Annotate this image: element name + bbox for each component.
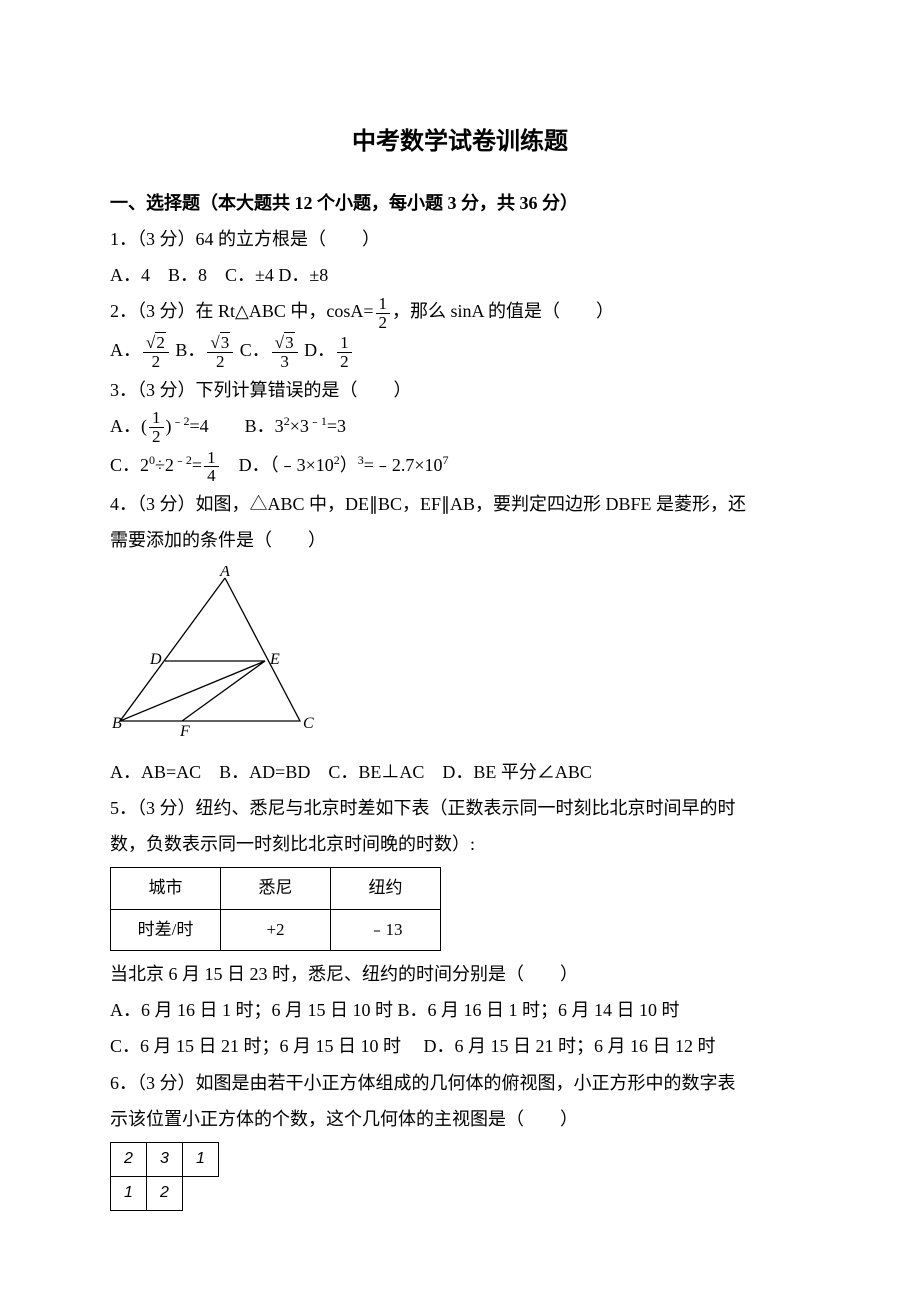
table-row: 2 3 1: [111, 1142, 219, 1176]
q3-stem: 3．（3 分）下列计算错误的是（ ）: [110, 373, 810, 407]
q3-A-frac: 12: [149, 409, 164, 446]
q2-A-label: A．: [110, 340, 141, 360]
svg-text:B: B: [112, 715, 122, 732]
q6-topview-table: 2 3 1 1 2: [110, 1142, 219, 1211]
q2-B-label: B．: [175, 340, 205, 360]
q4-stem-line2: 需要添加的条件是（ ）: [110, 523, 810, 557]
svg-text:C: C: [303, 715, 314, 732]
q6-stem-line2: 示该位置小正方体的个数，这个几何体的主视图是（ ）: [110, 1102, 810, 1136]
q2-D-frac: 12: [337, 334, 352, 371]
svg-text:F: F: [179, 723, 190, 736]
svg-text:A: A: [219, 566, 230, 580]
q1-stem: 1．（3 分）64 的立方根是（ ）: [110, 222, 810, 256]
q2-A-frac: 22: [143, 334, 169, 371]
q3-A-pre: A．(: [110, 416, 147, 436]
q1-options: A．4 B．8 C．±4 D．±8: [110, 258, 810, 292]
q5-stem-line2: 数，负数表示同一时刻比北京时间晚的时数）:: [110, 827, 810, 861]
page-title: 中考数学试卷训练题: [110, 120, 810, 166]
cell-diff-label: 时差/时: [111, 909, 221, 950]
q2-stem-post: ，那么 sinA 的值是（ ）: [392, 301, 614, 321]
q3-C-frac: 14: [204, 449, 219, 486]
q2-B-frac: 32: [207, 334, 233, 371]
q5-opts-ab: A．6 月 16 日 1 时；6 月 15 日 10 时 B．6 月 16 日 …: [110, 993, 810, 1027]
cell-diff-ny: ﹣13: [331, 909, 441, 950]
section-header: 一、选择题（本大题共 12 个小题，每小题 3 分，共 36 分）: [110, 186, 810, 220]
q3-line-cd: C．20÷2﹣2=14 D．（﹣3×102）3=﹣2.7×107: [110, 448, 810, 485]
q3-C-pre: C．20÷2﹣2=: [110, 455, 202, 475]
cell: 1: [111, 1176, 147, 1210]
q2-stem-pre: 2．（3 分）在 Rt△ABC 中，cosA=: [110, 301, 374, 321]
cell-ny: 纽约: [331, 868, 441, 909]
q5-opts-cd: C．6 月 15 日 21 时；6 月 15 日 10 时 D．6 月 15 日…: [110, 1029, 810, 1063]
q2-D-label: D．: [304, 340, 335, 360]
cell: 2: [147, 1176, 183, 1210]
q4-stem-line1: 4．（3 分）如图，△ABC 中，DE∥BC，EF∥AB，要判定四边形 DBFE…: [110, 487, 810, 521]
section-header-text: 一、选择题（本大题共 12 个小题，每小题 3 分，共 36 分）: [110, 193, 578, 213]
q4-figure: A B C D E F: [110, 566, 810, 747]
q5-stem-line3: 当北京 6 月 15 日 23 时，悉尼、纽约的时间分别是（ ）: [110, 957, 810, 991]
table-row: 城市 悉尼 纽约: [111, 868, 441, 909]
cell: 1: [183, 1142, 219, 1176]
q4-options: A．AB=AC B．AD=BD C．BE⊥AC D．BE 平分∠ABC: [110, 755, 810, 789]
q5-stem-line1: 5．（3 分）纽约、悉尼与北京时差如下表（正数表示同一时刻比北京时间早的时: [110, 791, 810, 825]
table-row: 时差/时 +2 ﹣13: [111, 909, 441, 950]
cell: 2: [111, 1142, 147, 1176]
q2-C-frac: 33: [272, 334, 298, 371]
svg-text:D: D: [149, 651, 162, 668]
svg-text:E: E: [269, 651, 280, 668]
cell: 3: [147, 1142, 183, 1176]
table-row: 1 2: [111, 1176, 219, 1210]
q2-options: A．22 B．32 C．33 D．12: [110, 333, 810, 370]
q3-line-ab: A．(12)﹣2=4 B．32×3﹣1=3: [110, 409, 810, 446]
q2-frac-half: 12: [376, 295, 391, 332]
q5-table: 城市 悉尼 纽约 时差/时 +2 ﹣13: [110, 867, 441, 951]
q6-stem-line1: 6．（3 分）如图是由若干小正方体组成的几何体的俯视图，小正方形中的数字表: [110, 1066, 810, 1100]
cell-diff-sydney: +2: [221, 909, 331, 950]
cell-empty: [183, 1176, 219, 1210]
q2-C-label: C．: [240, 340, 270, 360]
cell-sydney: 悉尼: [221, 868, 331, 909]
q2-stem: 2．（3 分）在 Rt△ABC 中，cosA=12，那么 sinA 的值是（ ）: [110, 294, 810, 331]
q3-C-post: D．（﹣3×102）3=﹣2.7×107: [221, 455, 449, 475]
q3-A-post: )﹣2=4 B．32×3﹣1=3: [166, 416, 347, 436]
cell-city: 城市: [111, 868, 221, 909]
